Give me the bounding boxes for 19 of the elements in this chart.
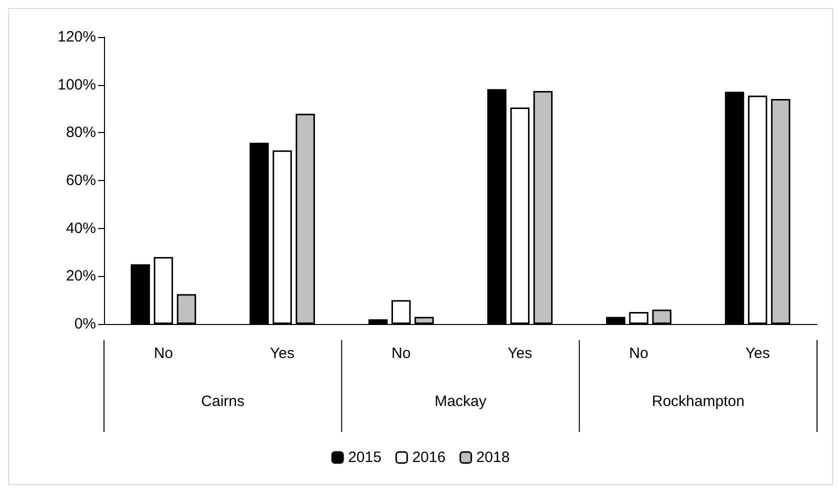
y-tick-label: 120% xyxy=(58,28,96,46)
text: Rockhampton xyxy=(652,393,744,410)
legend-label: 2016 xyxy=(412,449,446,466)
x-tick-label: No xyxy=(391,345,411,362)
y-tick-label: 40% xyxy=(66,220,96,237)
y-tick-label: 20% xyxy=(66,268,96,285)
y-tick-label: 100% xyxy=(58,76,96,94)
x-tick-label: Yes xyxy=(745,345,770,362)
y-tick-label: 0% xyxy=(74,316,96,332)
text: Mackay xyxy=(434,393,487,410)
x-tick-label: No xyxy=(629,345,648,362)
legend-label: 2018 xyxy=(476,449,510,466)
y-tick-label: 60% xyxy=(66,172,96,189)
x-tick-label: Yes xyxy=(508,345,532,362)
legend-label: 2015 xyxy=(348,449,382,466)
x-tick-label: No xyxy=(154,345,174,362)
text: Cairns xyxy=(201,393,245,410)
y-tick-label: 80% xyxy=(66,124,96,142)
x-tick-label: Yes xyxy=(270,345,294,362)
